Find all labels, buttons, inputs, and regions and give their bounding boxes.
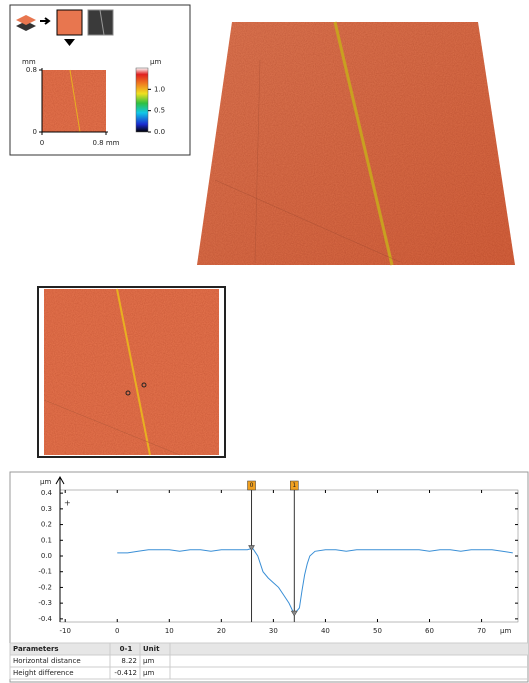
y-tick-label: 0.4 xyxy=(41,489,53,497)
mini-x-tick-label: 0 xyxy=(40,139,44,147)
mini-axis-unit: mm xyxy=(22,58,36,66)
y-tick-label: 0.2 xyxy=(41,521,52,529)
table-header-bg xyxy=(10,643,528,655)
table-cell: µm xyxy=(143,657,154,665)
colorbar-tick-label: 1.0 xyxy=(154,85,165,93)
x-tick-label: -10 xyxy=(59,627,70,635)
y-tick-label: -0.2 xyxy=(38,583,52,591)
x-tick-label: 70 xyxy=(477,627,486,635)
colorbar xyxy=(136,68,148,132)
mini-y-tick-label: 0.8 xyxy=(26,66,37,74)
table-header: Unit xyxy=(143,645,160,653)
height-image xyxy=(44,289,219,455)
cursor-label: 0 xyxy=(250,482,254,489)
colorbar-unit: µm xyxy=(150,58,161,66)
x-tick-label: 20 xyxy=(217,627,226,635)
table-header: 0-1 xyxy=(120,645,133,653)
x-tick-label: 30 xyxy=(269,627,278,635)
y-tick-label: 0.0 xyxy=(41,552,52,560)
table-cell: Horizontal distance xyxy=(13,657,81,665)
table-cell: Height difference xyxy=(13,669,74,677)
x-tick-label: 40 xyxy=(321,627,330,635)
x-tick-label: 60 xyxy=(425,627,434,635)
x-unit: µm xyxy=(500,627,511,635)
y-unit: µm xyxy=(40,478,51,486)
cursor-label: 1 xyxy=(292,482,296,489)
surface-3d xyxy=(197,22,515,265)
cursor-tool[interactable]: + xyxy=(64,499,71,508)
y-tick-label: -0.4 xyxy=(38,615,52,623)
colorbar-tick-label: 0.0 xyxy=(154,128,165,136)
mini-x-tick-label: 0.8 mm xyxy=(93,139,120,147)
y-tick-label: -0.1 xyxy=(38,568,52,576)
mini-map xyxy=(42,70,106,132)
x-tick-label: 0 xyxy=(115,627,119,635)
colorbar-tick-label: 0.5 xyxy=(154,107,165,115)
table-header: Parameters xyxy=(13,645,59,653)
x-tick-label: 10 xyxy=(165,627,174,635)
y-tick-label: 0.1 xyxy=(41,536,52,544)
mini-y-tick-label: 0 xyxy=(33,128,37,136)
x-tick-label: 50 xyxy=(373,627,382,635)
height-thumb[interactable] xyxy=(57,10,82,35)
y-tick-label: -0.3 xyxy=(38,599,52,607)
table-cell: 8.22 xyxy=(121,657,137,665)
table-cell: µm xyxy=(143,669,154,677)
y-tick-label: 0.3 xyxy=(41,505,52,513)
screen: mm µm 00.8 mm00.80.00.51.0 µm µm + -0.4-… xyxy=(0,0,529,683)
table-cell: -0.412 xyxy=(114,669,137,677)
